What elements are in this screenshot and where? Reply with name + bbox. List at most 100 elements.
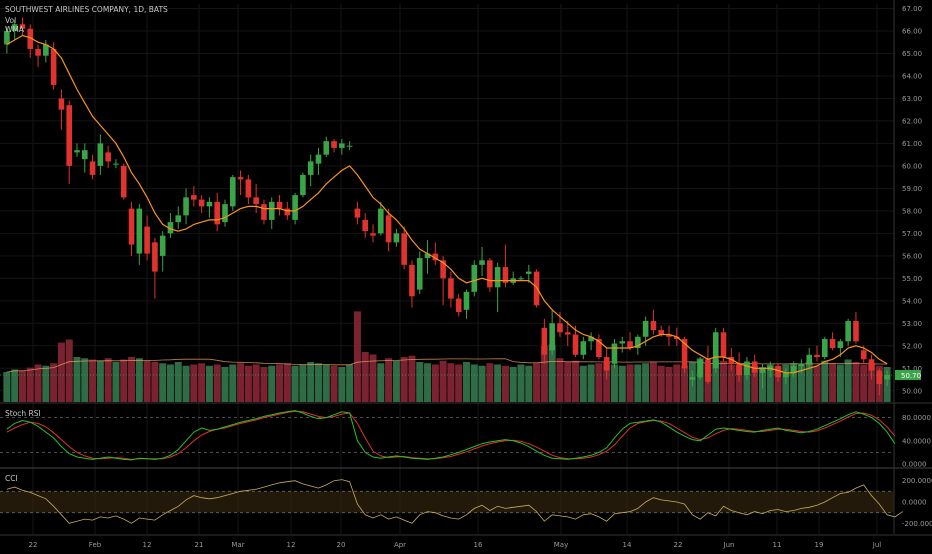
stoch-tick-label: 40.0000 (902, 437, 931, 445)
volume-bar (291, 365, 299, 402)
candle-body (300, 174, 306, 196)
volume-bar (696, 358, 704, 402)
candle-body (323, 141, 330, 155)
volume-bar (501, 365, 509, 402)
volume-bar (533, 363, 541, 402)
volume-bar (836, 364, 844, 402)
chart-title: SOUTHWEST AIRLINES COMPANY, 1D, BATS (5, 5, 168, 14)
candle-body (588, 336, 594, 342)
volume-bar (743, 363, 751, 402)
candle-body (635, 336, 641, 349)
volume-bar (237, 363, 245, 402)
x-tick-label: 14 (623, 541, 632, 549)
volume-bar (385, 358, 393, 402)
x-tick-label: Mar (231, 541, 244, 549)
stoch-k-line (6, 410, 896, 461)
volume-bar (564, 362, 572, 402)
candle-body (471, 264, 478, 292)
x-tick-label: 20 (337, 541, 346, 549)
volume-bar (494, 364, 502, 402)
volume-bar (205, 365, 213, 402)
volume-bar (790, 363, 798, 402)
candle-body (81, 150, 88, 160)
volume-bar (73, 357, 81, 402)
volume-bar (813, 365, 821, 402)
x-tick-label: Jul (872, 541, 882, 549)
candle-body (50, 48, 57, 85)
price-tick-label: 66.00 (902, 27, 922, 35)
x-tick-label: 12 (287, 541, 296, 549)
price-tick-label: 57.00 (902, 230, 922, 238)
volume-bar (268, 365, 276, 402)
volume-bar (509, 367, 517, 402)
candle-body (284, 208, 291, 216)
price-tick-label: 59.00 (902, 185, 922, 193)
candle-body (479, 260, 485, 265)
x-tick-label: Feb (89, 541, 102, 549)
candle-body (689, 377, 696, 380)
volume-bar (135, 358, 143, 402)
x-tick-label: May (554, 541, 568, 549)
volume-bar (128, 357, 136, 402)
volume-bar (829, 363, 837, 402)
volume-bar (766, 364, 774, 402)
candle-body (237, 177, 244, 180)
volume-bar (96, 360, 104, 402)
candle-body (697, 359, 703, 378)
volume-bar (244, 365, 252, 402)
candle-body (541, 327, 548, 355)
volume-bar (159, 363, 167, 402)
candle-body (136, 208, 143, 254)
candle-body (673, 336, 680, 340)
volume-bar (579, 365, 587, 402)
volume-bar (852, 362, 860, 402)
stoch-tick-label: 0.0000 (902, 461, 927, 469)
candle-body (4, 30, 10, 45)
volume-bar (805, 362, 813, 402)
candle-body (331, 141, 337, 148)
candle-body (876, 370, 883, 385)
candle-body (580, 341, 587, 355)
price-tick-label: 55.00 (902, 275, 922, 283)
candle-body (790, 366, 797, 373)
price-tick-label: 63.00 (902, 95, 922, 103)
volume-bar (727, 364, 735, 402)
volume-bar (166, 364, 174, 402)
candle-body (720, 332, 727, 358)
volume-bar (198, 363, 206, 402)
volume-bar (595, 363, 603, 402)
candle-body (829, 339, 836, 349)
volume-bar (821, 360, 829, 402)
candle-body (307, 161, 314, 175)
wma-legend-label: WMA (5, 25, 25, 34)
volume-bar (260, 367, 268, 402)
x-tick-label: Jun (723, 541, 735, 549)
price-tick-label: 50.00 (902, 387, 922, 395)
candle-body (214, 201, 221, 225)
candle-body (759, 368, 766, 373)
candle-body (128, 208, 135, 245)
candle-body (167, 222, 174, 234)
volume-bar (26, 367, 34, 402)
volume-bar (665, 367, 673, 402)
candle-body (783, 372, 789, 378)
volume-bar (455, 364, 463, 402)
volume-bar (603, 362, 611, 402)
candle-body (432, 253, 439, 261)
candle-body (416, 258, 423, 290)
cci-label: CCI (5, 474, 18, 483)
volume-bar (610, 364, 618, 402)
candle-body (245, 179, 252, 198)
x-tick-label: 21 (195, 541, 204, 549)
volume-bar (104, 358, 112, 402)
candle-body (845, 321, 851, 342)
candle-body (884, 375, 890, 380)
volume-bar (276, 364, 284, 402)
volume-bar (470, 364, 478, 402)
wma-line (6, 34, 888, 374)
last-price-label: 50.70 (901, 372, 921, 380)
candle-body (814, 354, 820, 358)
volume-bar (634, 364, 642, 402)
